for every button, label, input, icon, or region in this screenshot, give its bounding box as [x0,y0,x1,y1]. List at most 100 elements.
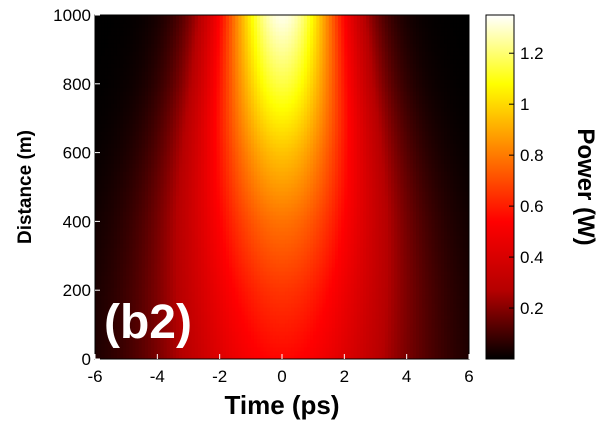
heatmap-cell [375,271,380,276]
heatmap-cell [356,351,361,356]
heatmap-cell [244,275,249,280]
heatmap-cell [437,295,442,300]
heatmap-cell [381,323,386,328]
heatmap-cell [238,295,243,300]
heatmap-cell [363,351,367,356]
heatmap-cell [101,259,105,264]
heatmap-cell [459,255,464,260]
heatmap-cell [119,259,124,264]
heatmap-cell [437,279,442,284]
heatmap-cell [310,355,314,359]
heatmap-cell [95,335,99,340]
heatmap-cell [200,279,205,284]
heatmap-cell [440,347,445,352]
heatmap-cell [225,275,230,280]
heatmap-cell [225,291,230,296]
heatmap-cell [194,311,199,316]
heatmap-cell [431,271,436,276]
heatmap-cell [132,259,137,264]
heatmap-cell [135,295,140,300]
heatmap-cell [101,271,105,276]
heatmap-cell [132,243,137,248]
heatmap-cell [353,259,358,264]
heatmap-cell [431,247,436,252]
heatmap-cell [191,283,196,288]
heatmap-cell [434,303,439,308]
heatmap-cell [210,255,215,260]
heatmap-cell [135,247,140,252]
heatmap-cell [369,347,373,352]
heatmap-cell [325,323,330,328]
heatmap-cell [306,295,311,300]
heatmap-cell [400,319,405,324]
heatmap-cell [253,283,258,288]
heatmap-cell [412,283,417,288]
heatmap-cell [241,271,246,276]
heatmap-cell [316,291,320,296]
heatmap-cell [372,291,377,296]
heatmap-cell [250,255,255,260]
heatmap-cell [384,287,389,292]
heatmap-cell [147,247,152,252]
heatmap-cell [126,347,130,352]
heatmap-cell [437,275,442,280]
heatmap-cell [319,319,324,324]
heatmap-cell [313,347,317,352]
heatmap-cell [166,315,171,320]
heatmap-cell [154,335,158,340]
heatmap-cell [372,323,377,328]
heatmap-cell [456,315,461,320]
heatmap-cell [313,295,317,300]
heatmap-cell [344,351,349,356]
heatmap-cell [197,291,202,296]
heatmap-cell [257,231,261,236]
heatmap-cell [394,267,398,272]
heatmap-cell [465,319,469,324]
heatmap-cell [104,331,109,336]
heatmap-cell [387,307,392,312]
heatmap-cell [144,275,149,280]
heatmap-cell [232,267,236,272]
heatmap-cell [275,255,280,260]
heatmap-cell [116,303,121,308]
heatmap-cell [428,259,433,264]
heatmap-cell [282,303,286,308]
heatmap-cell [160,319,165,324]
heatmap-cell [260,339,264,344]
heatmap-cell [235,259,239,264]
heatmap-cell [350,271,355,276]
heatmap-cell [235,299,239,304]
heatmap-cell [222,255,227,260]
heatmap-cell [403,355,408,359]
heatmap-cell [444,283,448,288]
heatmap-cell [194,343,199,348]
heatmap-cell [341,295,345,300]
heatmap-cell [110,247,115,252]
heatmap-cell [157,327,162,332]
heatmap-cell [101,351,105,356]
heatmap-cell [288,283,292,288]
heatmap-cell [444,315,448,320]
heatmap-cell [350,307,355,312]
heatmap-cell [229,259,233,264]
heatmap-cell [253,343,258,348]
heatmap-cell [135,335,140,340]
heatmap-cell [98,227,102,232]
heatmap-cell [257,275,261,280]
heatmap-cell [225,331,230,336]
heatmap-cell [113,315,118,320]
heatmap-cell [310,279,314,284]
heatmap-cell [275,335,280,340]
heatmap-cell [322,311,327,316]
heatmap-cell [397,351,402,356]
heatmap-cell [257,291,261,296]
heatmap-cell [222,303,227,308]
heatmap-cell [216,287,221,292]
heatmap-cell [453,339,458,344]
heatmap-cell [434,239,439,244]
heatmap-cell [207,267,211,272]
heatmap-cell [263,259,268,264]
heatmap-cell [260,263,264,268]
heatmap-cell [381,231,386,236]
heatmap-cell [266,263,271,268]
